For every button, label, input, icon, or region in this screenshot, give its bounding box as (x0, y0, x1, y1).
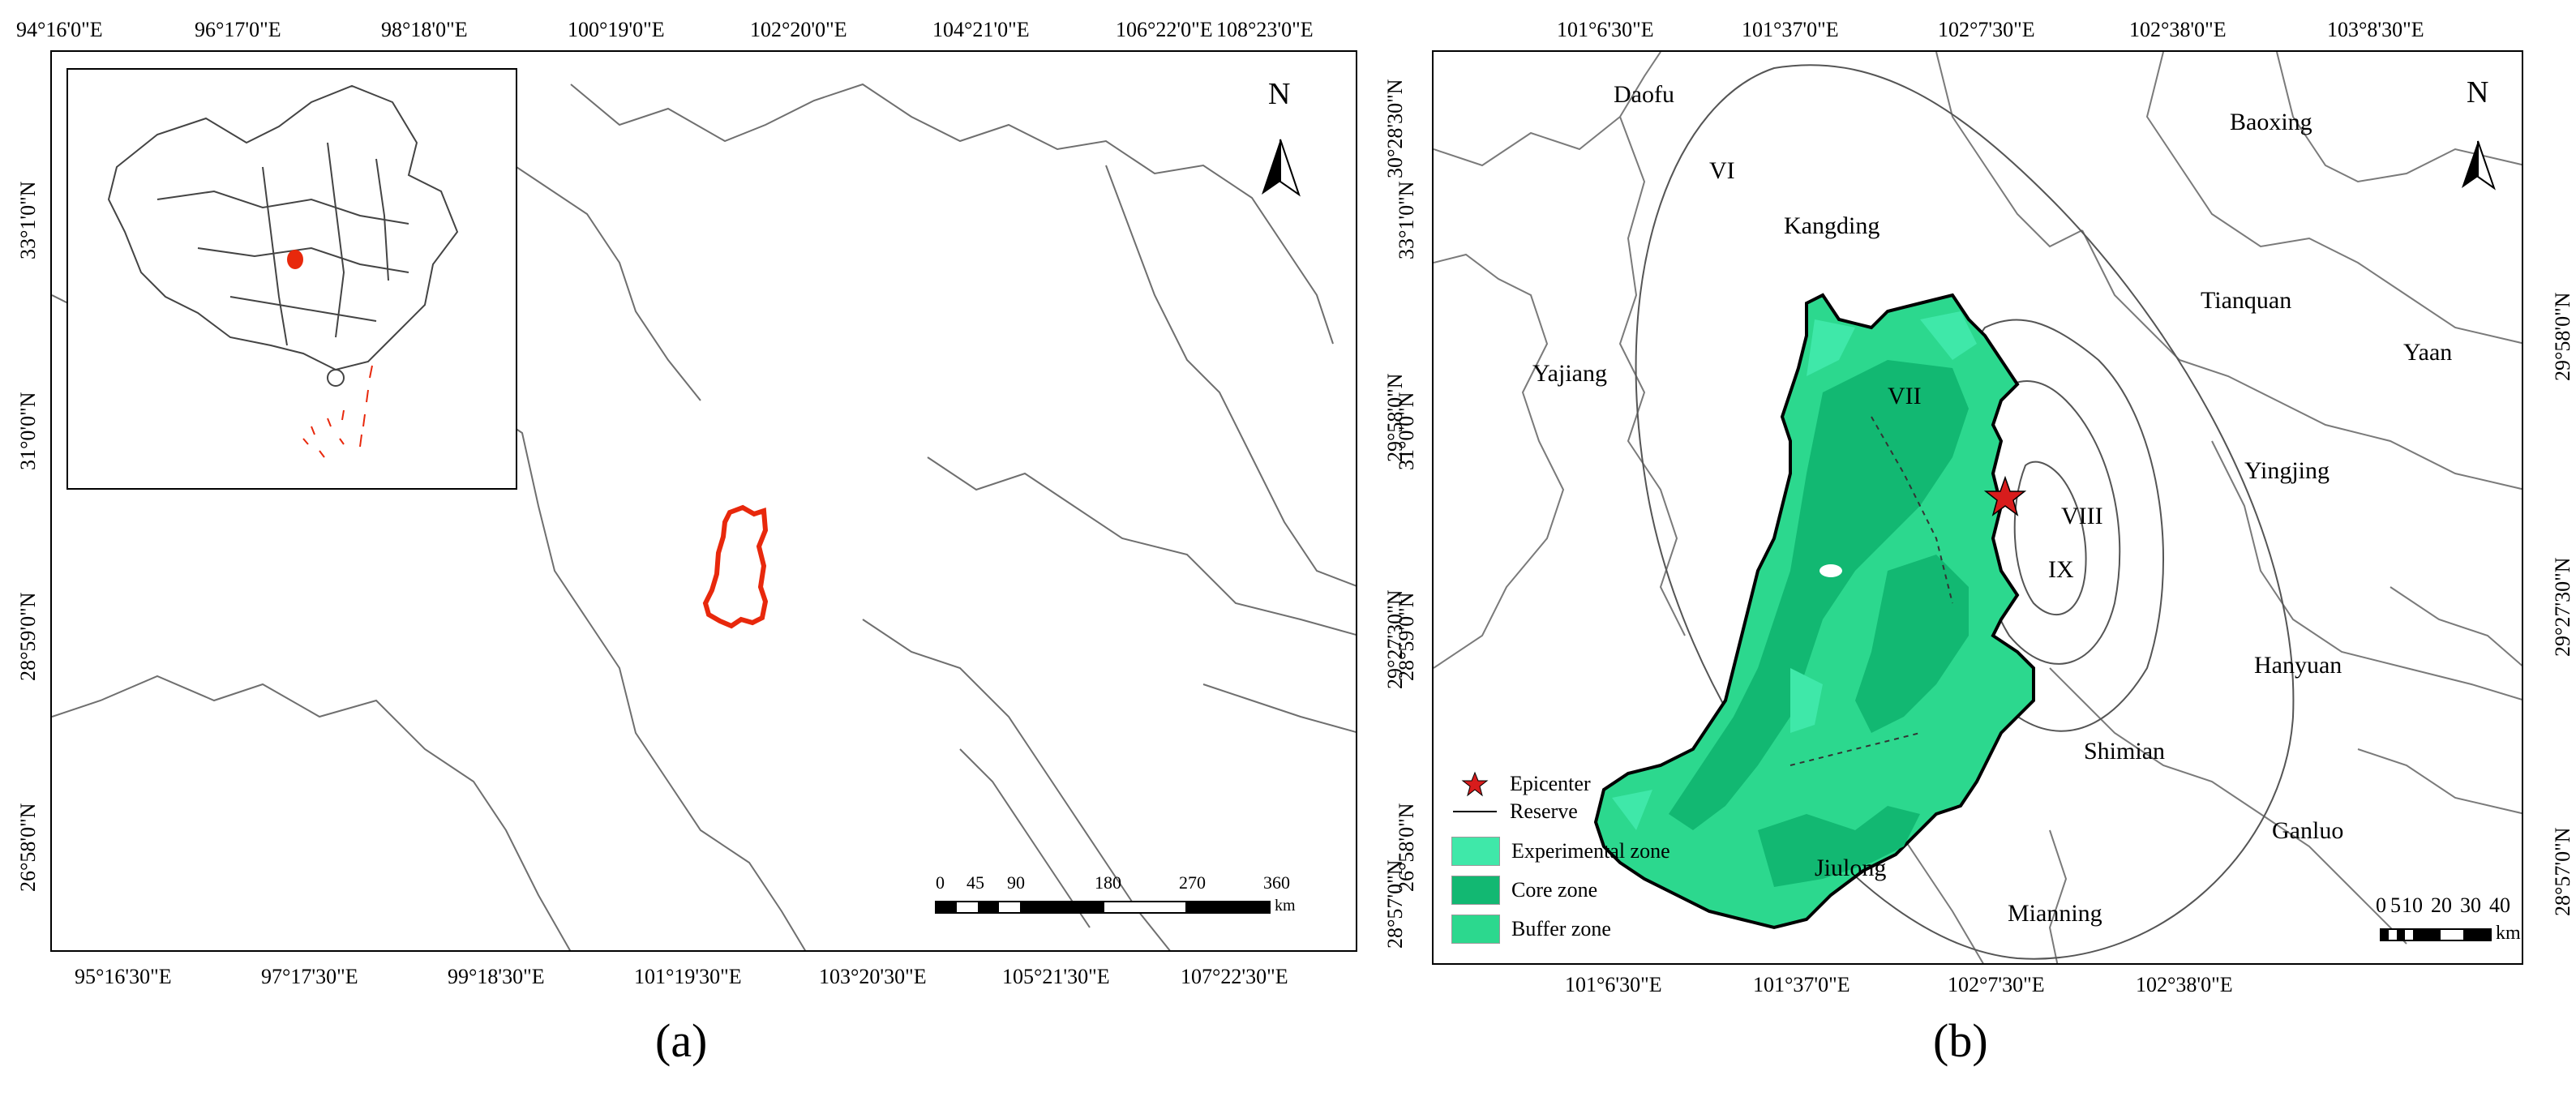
map-frame-b: N Daofu Baoxing Kangding Tianquan Yaan Y… (1432, 50, 2523, 965)
top-tick-a: 104°21'0"E (932, 18, 1030, 41)
panel-b: 101°6'30"E 101°37'0"E 102°7'30"E 102°38'… (1370, 0, 2576, 1101)
legend-row-epicenter: Epicenter (1451, 770, 1591, 798)
scale-number-b: 0 (2376, 893, 2386, 917)
caption-a: (a) (655, 1014, 708, 1067)
scale-unit-b: km (2496, 923, 2521, 944)
bottom-tick-a: 105°21'30"E (1002, 965, 1110, 988)
scale-number-a: 270 (1179, 872, 1206, 893)
legend-epicenter-label: Epicenter (1510, 772, 1591, 795)
bottom-tick-b: 102°38'0"E (2136, 973, 2233, 996)
legend-swatch-buffer (1451, 915, 1500, 944)
bottom-tick-b: 101°6'30"E (1565, 973, 1662, 996)
place-hanyuan: Hanyuan (2254, 652, 2342, 679)
left-tick-b: 30°28'30"N (1383, 79, 1407, 178)
scale-number-a: 0 (936, 872, 945, 893)
bottom-tick-b: 101°37'0"E (1753, 973, 1850, 996)
right-tick-b: 28°57'0"N (2551, 827, 2574, 916)
place-yajiang: Yajiang (1532, 360, 1607, 387)
scale-number-b: 10 (2402, 893, 2423, 917)
scale-number-b: 5 (2390, 893, 2401, 917)
top-tick-b: 101°6'30"E (1557, 18, 1654, 41)
place-tianquan: Tianquan (2201, 287, 2292, 314)
left-tick-a: 33°1'0"N (16, 181, 40, 259)
left-tick-b-inner: 33°1'0"N (1395, 181, 1418, 259)
legend-star-icon (1461, 771, 1489, 797)
legend-row-experimental: Experimental zone (1451, 837, 1670, 866)
panel-a: 94°16'0"E 96°17'0"E 98°18'0"E 100°19'0"E… (16, 18, 1357, 1067)
top-tick-a: 102°20'0"E (750, 18, 847, 41)
legend-row-reserve: Reserve (1451, 799, 1578, 824)
intensity-vi: VI (1709, 157, 1735, 184)
scale-number-b: 30 (2460, 893, 2481, 917)
place-yingjing: Yingjing (2244, 457, 2330, 484)
place-shimian: Shimian (2084, 738, 2166, 765)
left-tick-a: 31°0'0"N (16, 392, 40, 470)
scale-unit-a: km (1275, 897, 1296, 915)
place-jiulong: Jiulong (1815, 855, 1887, 881)
intensity-vii: VII (1888, 383, 1922, 409)
top-tick-b: 102°38'0"E (2129, 18, 2227, 41)
north-label-a: N (1268, 77, 1291, 111)
epicenter-star (1983, 475, 2027, 516)
top-tick-a: 106°22'0"E (1116, 18, 1213, 41)
map-frame-a: N 0 45 90 180 270 360 km (50, 50, 1357, 952)
right-tick-b: 29°58'0"N (2551, 292, 2574, 381)
intensity-ix: IX (2048, 556, 2074, 583)
bottom-tick-b: 102°7'30"E (1948, 973, 2045, 996)
legend-row-core: Core zone (1451, 876, 1597, 905)
north-label-b: N (2467, 75, 2489, 109)
bottom-tick-a: 99°18'30"E (448, 965, 545, 988)
place-daofu: Daofu (1614, 81, 1674, 108)
legend-swatch-core (1451, 876, 1500, 905)
left-tick-b-inner: 31°0'0"N (1395, 392, 1418, 470)
bottom-tick-a: 95°16'30"E (75, 965, 172, 988)
top-tick-a: 108°23'0"E (1216, 18, 1314, 41)
place-mianning: Mianning (2008, 900, 2102, 927)
scale-number-a: 360 (1263, 872, 1290, 893)
place-yaan: Yaan (2403, 339, 2453, 366)
bottom-tick-a: 103°20'30"E (819, 965, 927, 988)
top-tick-b: 102°7'30"E (1938, 18, 2035, 41)
intensity-viii: VIII (2061, 503, 2103, 529)
top-tick-a: 96°17'0"E (195, 18, 281, 41)
top-tick-b: 103°8'30"E (2327, 18, 2424, 41)
scale-number-b: 20 (2431, 893, 2452, 917)
bottom-tick-a: 107°22'30"E (1181, 965, 1288, 988)
legend-line-icon (1453, 811, 1497, 812)
scale-number-a: 45 (967, 872, 984, 893)
top-tick-a: 100°19'0"E (568, 18, 665, 41)
legend-swatch-experimental (1451, 837, 1500, 866)
map-b-graphics (1434, 52, 2522, 963)
scale-numbers-a: 0 45 90 180 270 360 (936, 872, 1341, 897)
study-area-outline (702, 504, 769, 629)
left-tick-a: 28°59'0"N (16, 592, 40, 681)
right-tick-b: 29°27'30"N (2551, 557, 2574, 657)
place-ganluo: Ganluo (2272, 817, 2344, 844)
place-kangding: Kangding (1784, 212, 1880, 239)
left-tick-b-inner: 28°59'0"N (1395, 592, 1418, 681)
legend-experimental-label: Experimental zone (1511, 839, 1670, 863)
left-tick-b-inner: 26°58'0"N (1395, 803, 1418, 892)
legend-buffer-label: Buffer zone (1511, 917, 1611, 940)
caption-b: (b) (1933, 1014, 1988, 1067)
legend-row-buffer: Buffer zone (1451, 915, 1611, 944)
top-tick-a: 94°16'0"E (16, 18, 103, 41)
left-tick-a: 26°58'0"N (16, 803, 40, 892)
china-inset-map (66, 68, 517, 490)
top-tick-b: 101°37'0"E (1742, 18, 1839, 41)
scale-numbers-b: 0 5 10 20 30 40 (2376, 893, 2522, 921)
top-tick-a: 98°18'0"E (381, 18, 468, 41)
scale-number-a: 180 (1095, 872, 1121, 893)
legend-reserve-label: Reserve (1510, 799, 1578, 823)
scale-number-b: 40 (2489, 893, 2510, 917)
inset-study-area (287, 250, 303, 269)
legend: Epicenter Reserve Experimental zone Core… (1451, 770, 1759, 957)
legend-core-label: Core zone (1511, 878, 1598, 902)
place-baoxing: Baoxing (2230, 109, 2312, 135)
china-outline (107, 84, 459, 458)
scale-number-a: 90 (1007, 872, 1025, 893)
bottom-tick-a: 97°17'30"E (261, 965, 358, 988)
bottom-tick-a: 101°19'30"E (634, 965, 742, 988)
